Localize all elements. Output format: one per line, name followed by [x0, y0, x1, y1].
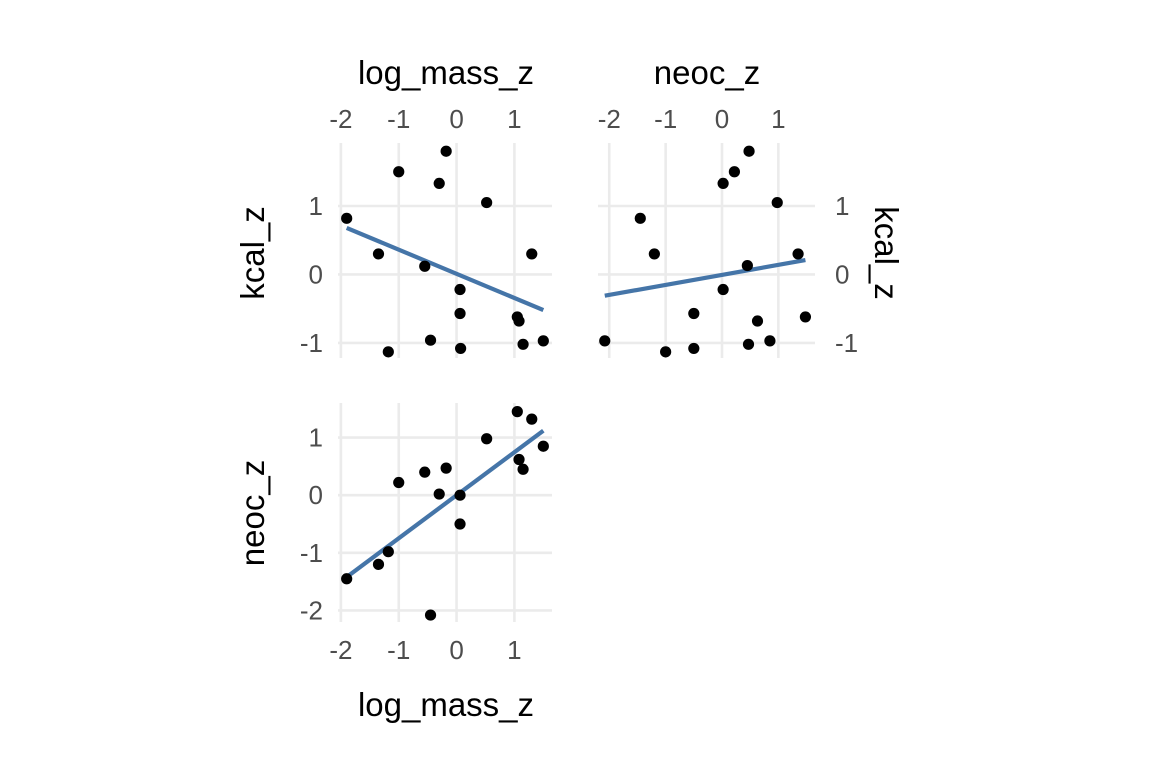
data-point [393, 476, 405, 489]
data-point [382, 546, 394, 558]
y-tick-label: 1 [309, 423, 323, 453]
data-point [526, 413, 538, 425]
data-point [440, 145, 452, 157]
y-tick-label: -1 [300, 328, 323, 358]
data-point [455, 342, 467, 355]
fit-line [345, 428, 545, 579]
data-point [743, 145, 755, 157]
data-point [728, 166, 741, 178]
data-point [526, 248, 538, 260]
y-tick-label: -1 [300, 538, 323, 568]
data-point [454, 518, 466, 530]
fit-line [604, 258, 806, 298]
x-tick-label: 0 [715, 104, 729, 134]
data-point [688, 342, 700, 355]
x-tick-label: -2 [329, 104, 352, 134]
y-tick-label: 0 [835, 259, 849, 289]
data-point [433, 177, 445, 189]
data-point [454, 307, 466, 320]
x-tick-label: 0 [449, 104, 463, 134]
data-point [419, 260, 431, 272]
data-point [419, 466, 431, 478]
data-point [481, 196, 493, 209]
data-point [537, 440, 549, 452]
bottom-axis-title: log_mass_z [358, 686, 534, 723]
data-point [517, 338, 529, 350]
data-point [688, 307, 700, 320]
data-point [648, 248, 660, 260]
y-tick-label: 1 [835, 191, 849, 221]
x-tick-label: 1 [507, 635, 521, 665]
data-point [792, 248, 804, 260]
x-tick-label: 1 [507, 104, 521, 134]
data-point [717, 283, 729, 296]
data-point [513, 315, 525, 327]
data-point [372, 248, 385, 260]
data-point [751, 315, 764, 327]
data-point [481, 433, 493, 445]
left-top-axis-title: kcal_z [234, 206, 271, 300]
y-tick-label: -2 [300, 595, 323, 625]
data-point [454, 489, 466, 501]
data-point [341, 212, 353, 224]
data-point [634, 212, 646, 224]
data-point [599, 335, 611, 347]
data-point [742, 338, 755, 350]
data-point [517, 463, 529, 475]
data-point [372, 558, 385, 570]
data-point [513, 453, 525, 466]
panel-kcal-vs-neoc: -2 -1 0 1 1 0 -1 [598, 104, 858, 358]
data-point [717, 177, 729, 189]
x-tick-label: -1 [387, 635, 410, 665]
data-point [341, 573, 353, 585]
data-point [511, 406, 523, 418]
data-point [454, 283, 466, 296]
data-point [424, 609, 437, 621]
data-point [393, 166, 405, 178]
data-point [382, 346, 394, 358]
data-point [440, 462, 452, 474]
data-point [660, 346, 672, 358]
y-tick-label: 0 [309, 480, 323, 510]
data-point [741, 259, 753, 272]
data-point [433, 488, 445, 500]
left-bottom-axis-title: neoc_z [234, 460, 271, 566]
data-point [424, 334, 437, 346]
right-top-axis-title: kcal_z [868, 206, 905, 300]
y-tick-label: 0 [309, 259, 323, 289]
data-point [537, 335, 549, 347]
y-tick-label: 1 [309, 191, 323, 221]
x-tick-label: -1 [654, 104, 677, 134]
x-tick-label: 1 [771, 104, 785, 134]
top-left-axis-title: log_mass_z [358, 54, 534, 91]
x-tick-label: 0 [449, 635, 463, 665]
data-point [764, 335, 776, 347]
y-tick-label: -1 [835, 328, 858, 358]
data-point [799, 311, 812, 323]
top-right-axis-title: neoc_z [654, 54, 760, 91]
x-tick-label: -2 [598, 104, 621, 134]
data-point [771, 196, 783, 209]
fit-line [345, 225, 545, 313]
panel-neoc-vs-logmass: -2 -1 0 1 1 0 -1 -2 [300, 403, 552, 665]
panel-kcal-vs-logmass: -2 -1 0 1 1 0 -1 [300, 104, 552, 358]
x-tick-label: -1 [387, 104, 410, 134]
x-tick-label: -2 [329, 635, 352, 665]
